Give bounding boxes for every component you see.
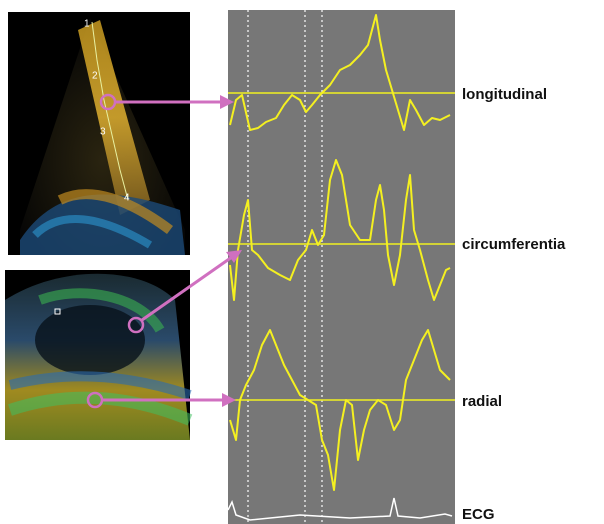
short-axis-image [5,270,190,440]
trace-label: radial [462,393,502,410]
marker-label: 1 [84,19,90,30]
marker-label: 2 [92,71,98,82]
trace-label: circumferentia [462,236,566,253]
marker-label: 4 [124,193,130,204]
trace-label: longitudinal [462,86,547,103]
trace-panel [228,10,455,524]
trace-label: ECG [462,506,495,523]
apical-image: 1 2 3 4 [8,12,190,255]
figure: 1 2 3 4 [0,0,604,524]
marker-label: 3 [100,127,106,138]
